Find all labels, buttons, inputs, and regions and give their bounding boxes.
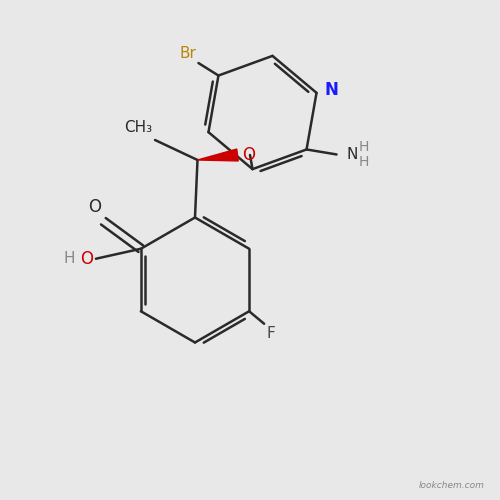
Text: H: H (64, 252, 75, 266)
Text: O: O (88, 198, 101, 216)
Text: F: F (266, 326, 276, 342)
Text: O: O (242, 146, 256, 164)
Text: N: N (346, 147, 358, 162)
Text: Br: Br (179, 46, 196, 60)
Text: lookchem.com: lookchem.com (419, 481, 485, 490)
Polygon shape (198, 149, 238, 161)
Text: H: H (359, 155, 370, 169)
Text: N: N (324, 82, 338, 100)
Text: H: H (359, 140, 370, 154)
Text: O: O (80, 250, 94, 268)
Text: CH₃: CH₃ (124, 120, 152, 135)
